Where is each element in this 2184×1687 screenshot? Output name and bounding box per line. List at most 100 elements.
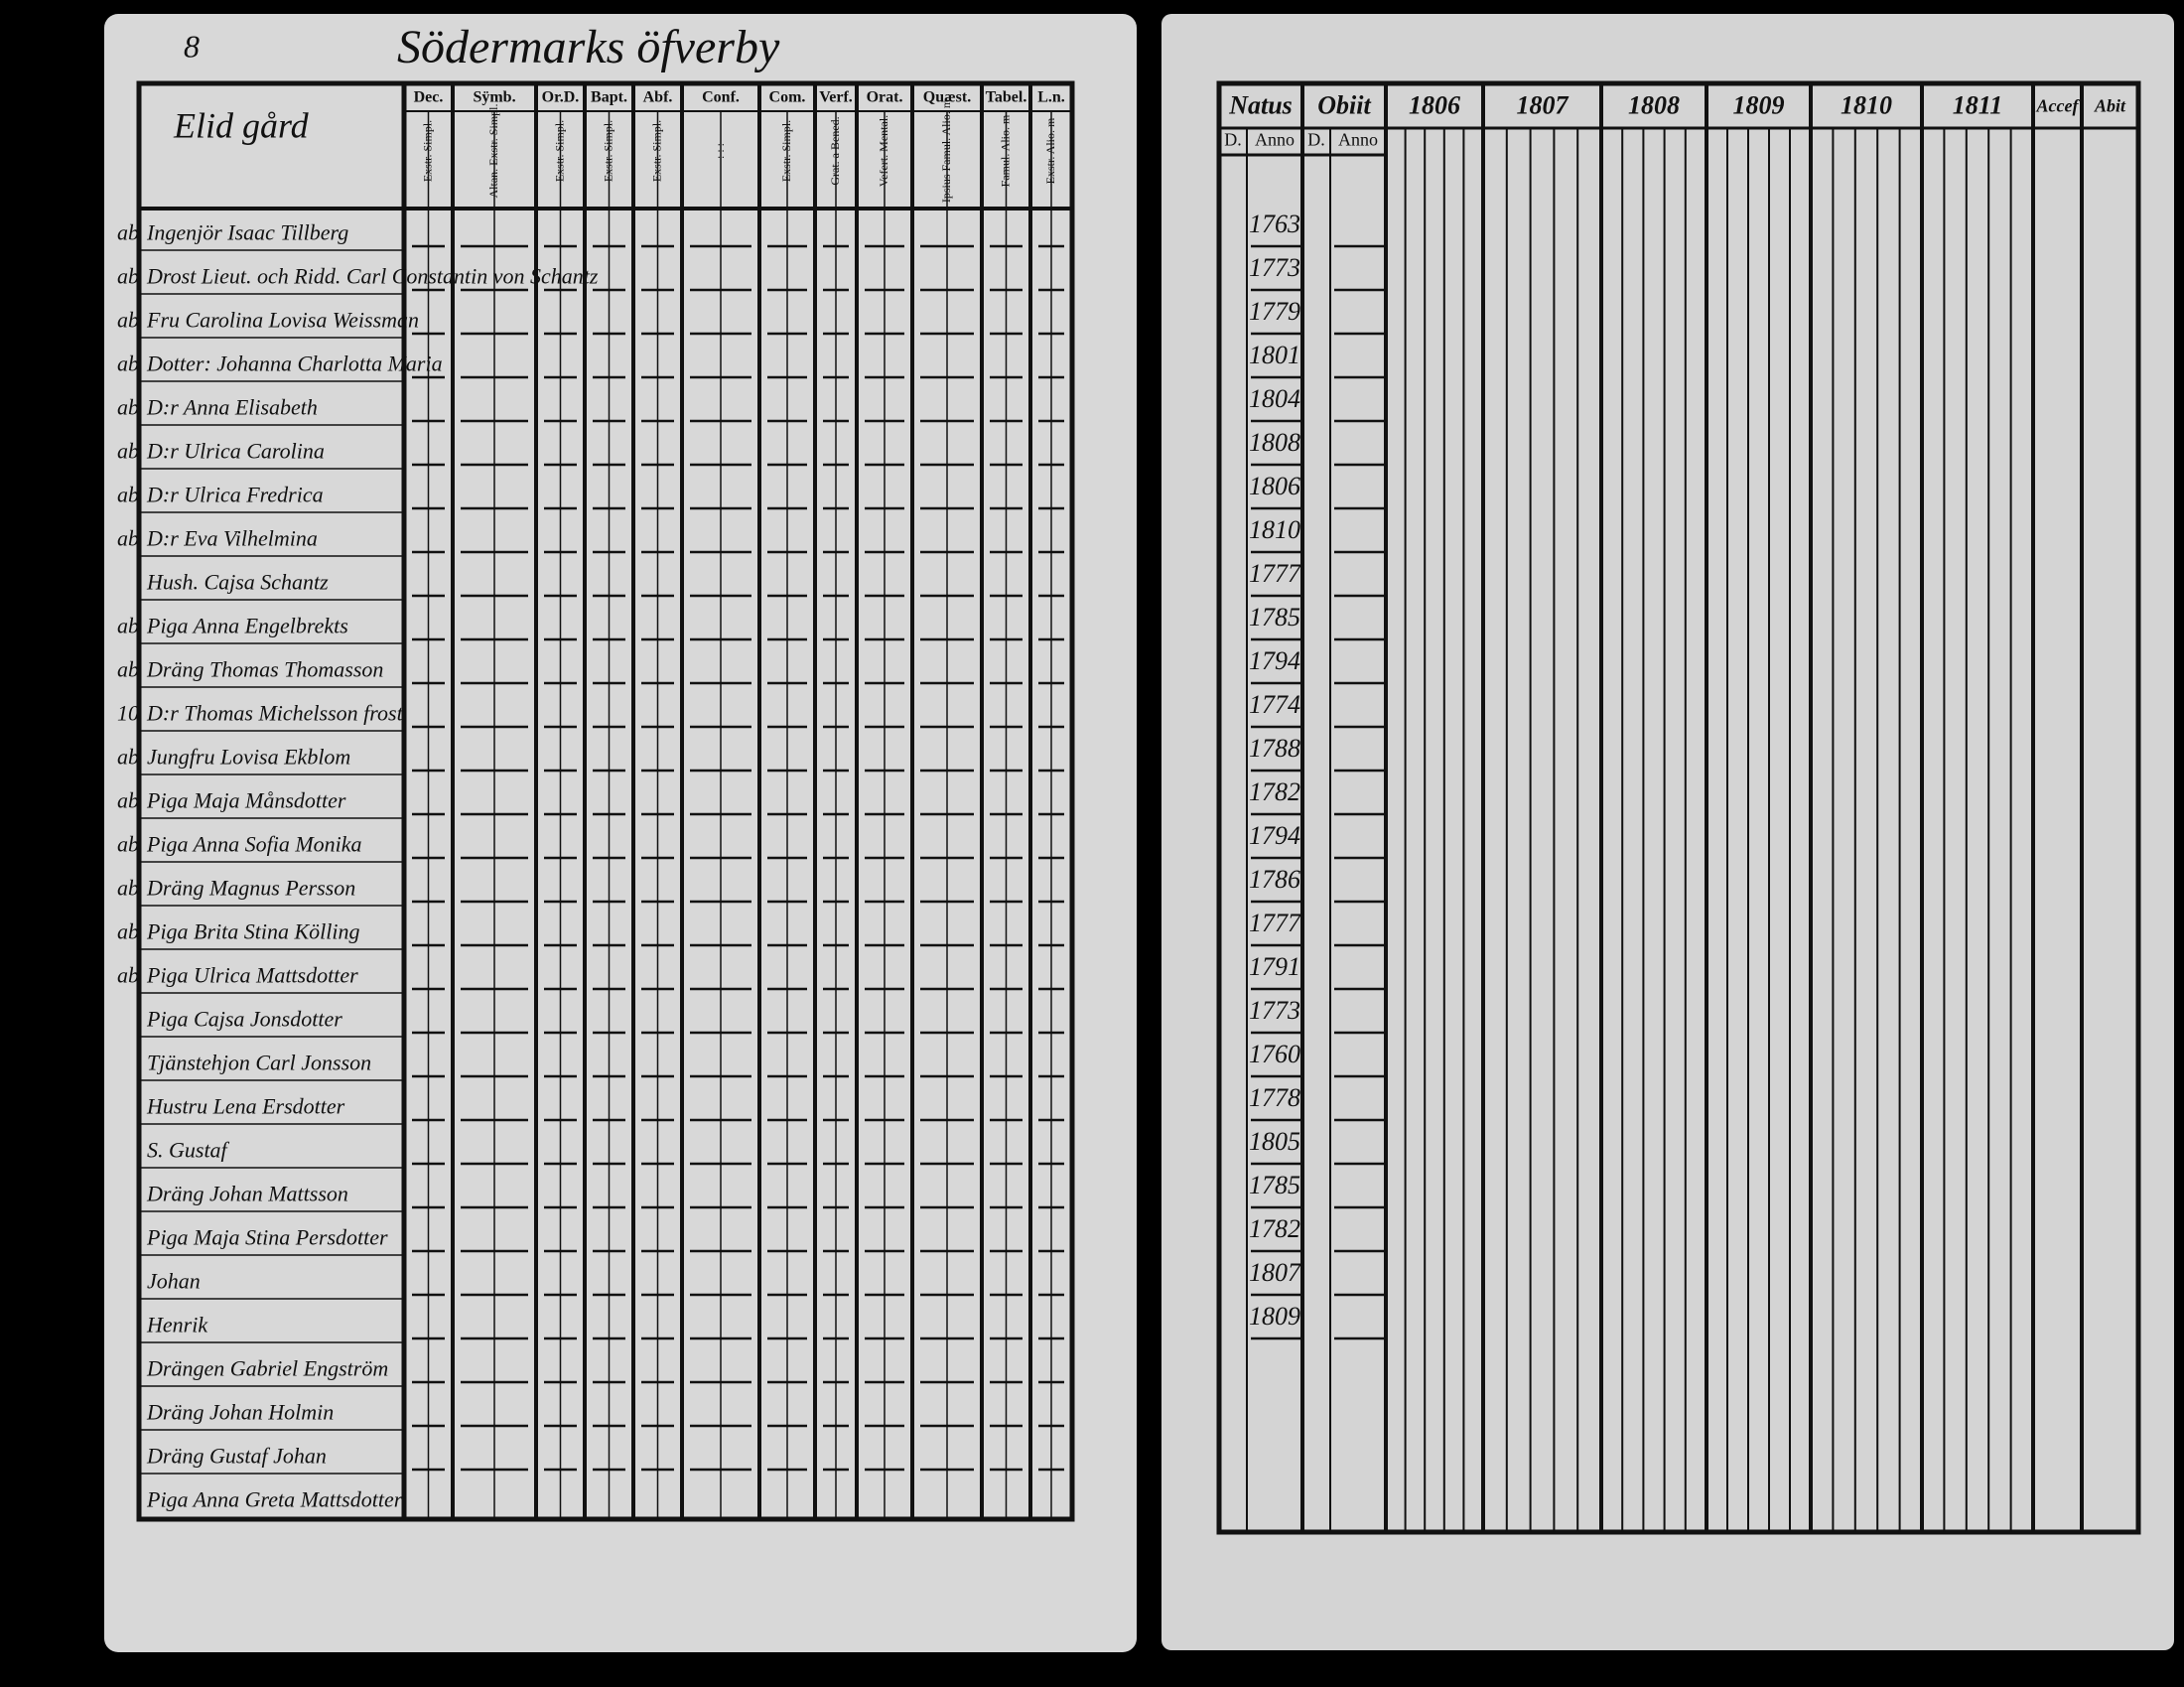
row-name: Jungfru Lovisa Ekblom [147,744,350,769]
column-subheader: D. [1307,130,1325,150]
birth-year: 1809 [1249,1302,1300,1331]
row-name: Hush. Cajsa Schantz [146,569,329,594]
row-name: S. Gustaf [147,1137,230,1162]
birth-year: 1774 [1249,690,1300,719]
column-header: Conf. [702,89,740,106]
column-subheader: Exstr. Simpl. [552,120,566,182]
birth-year: 1778 [1249,1083,1300,1112]
birth-year: 1791 [1249,952,1300,981]
row-name: Piga Anna Sofia Monika [146,831,362,856]
birth-year: 1788 [1249,734,1300,763]
row-name: Johan [147,1268,201,1293]
row-name: Dräng Johan Mattsson [146,1181,348,1205]
birth-year: 1777 [1249,909,1301,937]
column-subheader: : : : [713,143,727,159]
column-header: 1806 [1409,90,1460,119]
page-number: 8 [184,28,200,64]
column-subheader: Anno [1338,130,1378,150]
column-subheader: Anno [1255,130,1295,150]
corner-label: Elid gård [173,105,310,145]
row-name: Dräng Gustaf Johan [146,1443,327,1468]
birth-year: 1779 [1249,297,1300,326]
column-header: 1808 [1628,90,1680,119]
column-subheader: D. [1224,130,1242,150]
row-margin-note: ab [117,962,139,987]
row-margin-note: ab [117,263,139,288]
birth-year: 1805 [1249,1127,1300,1156]
row-margin-note: ab [117,656,139,681]
row-name: D:r Thomas Michelsson frost [146,700,404,725]
column-subheader: Exstr. Simpl. [420,120,434,182]
row-margin-note: ab [117,875,139,900]
row-name: Piga Cajsa Jonsdotter [146,1006,342,1031]
row-margin-note: ab [117,307,139,332]
row-name: Fru Carolina Lovisa Weissman [146,307,419,332]
birth-year: 1807 [1249,1258,1301,1287]
birth-year: 1782 [1249,1214,1300,1243]
column-header: Bapt. [591,89,627,106]
row-margin-note: ab [117,744,139,769]
column-header: 1811 [1953,90,2003,119]
birth-year: 1785 [1249,1171,1300,1199]
column-header: Orat. [867,89,903,106]
row-name: Dotter: Johanna Charlotta Maria [146,351,443,375]
row-name: Dräng Johan Holmin [146,1399,334,1424]
row-name: Piga Anna Greta Mattsdotter [146,1486,403,1511]
row-name: Hustru Lena Ersdotter [146,1093,345,1118]
column-header: Abit [2094,96,2126,116]
row-name: Henrik [146,1312,208,1336]
row-name: Ingenjör Isaac Tillberg [146,219,348,244]
birth-year: 1777 [1249,559,1301,588]
row-name: D:r Eva Vilhelmina [146,525,318,550]
column-subheader: Exstr. Simpl. [601,120,614,182]
column-header: 1809 [1733,90,1785,119]
right-page [1161,14,2174,1650]
column-header: Or.D. [542,89,580,106]
column-subheader: Altan. Exstr. Simpl. [486,103,500,198]
row-margin-note: ab [117,613,139,637]
birth-year: 1801 [1249,341,1300,369]
column-header: Verf. [819,89,853,106]
row-margin-note: ab [117,831,139,856]
row-name: Piga Brita Stina Kölling [146,918,360,943]
column-header: Com. [769,89,806,106]
row-name: Piga Ulrica Mattsdotter [146,962,358,987]
left-page [104,14,1137,1652]
row-name: Piga Maja Månsdotter [146,787,346,812]
birth-year: 1806 [1249,472,1300,500]
birth-year: 1810 [1249,515,1300,544]
column-header: Dec. [414,89,444,106]
birth-year: 1794 [1249,646,1300,675]
birth-year: 1773 [1249,253,1300,282]
row-name: Drängen Gabriel Engström [146,1355,388,1380]
column-subheader: Exstr. Simpl. [649,120,663,182]
row-name: D:r Ulrica Carolina [146,438,325,463]
birth-year: 1782 [1249,777,1300,806]
birth-year: 1760 [1249,1040,1300,1068]
column-subheader: Ipsius Famul. Alio. m [939,98,953,203]
row-name: Tjänstehjon Carl Jonsson [147,1050,371,1074]
birth-year: 1773 [1249,996,1300,1025]
column-header: Quæst. [923,89,971,106]
column-header: 1810 [1841,90,1892,119]
column-header: 1807 [1517,90,1570,119]
page-title: Södermarks öfverby [397,21,780,73]
row-margin-note: ab [117,918,139,943]
birth-year: 1808 [1249,428,1300,457]
birth-year: 1785 [1249,603,1300,632]
column-subheader: Exstr. Simpl. [779,120,793,182]
birth-year: 1804 [1249,384,1300,413]
row-margin-note: ab [117,525,139,550]
birth-year: 1794 [1249,821,1300,850]
birth-year: 1763 [1249,210,1300,238]
column-subheader: Vefert. Mental. [877,115,890,187]
row-margin-note: ab [117,219,139,244]
column-subheader: Exstr. Alio. m [1043,117,1057,184]
column-header: Tabel. [986,89,1027,106]
row-margin-note: ab [117,394,139,419]
row-name: D:r Anna Elisabeth [146,394,318,419]
row-margin-note: ab [117,787,139,812]
column-subheader: Grat. a Bened. [828,116,842,185]
column-header: Sÿmb. [473,89,515,106]
